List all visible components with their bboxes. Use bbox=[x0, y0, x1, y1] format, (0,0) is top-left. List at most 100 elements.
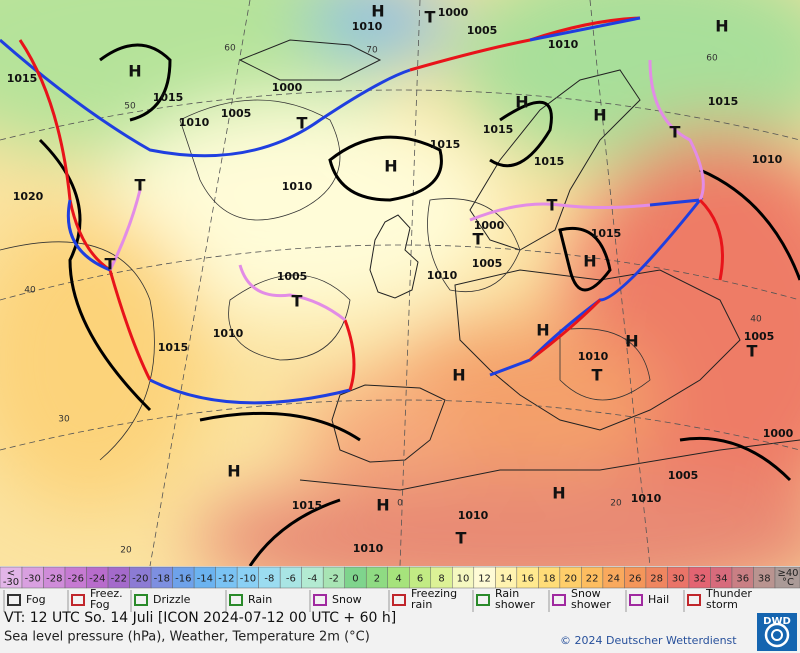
scale-label: 28 bbox=[650, 574, 663, 585]
legend-label: Drizzle bbox=[153, 593, 191, 606]
legend-label: rain bbox=[411, 598, 432, 611]
graticule-label: 60 bbox=[706, 54, 718, 64]
pressure-center: H bbox=[515, 93, 528, 112]
pressure-center: T bbox=[292, 292, 303, 311]
pressure-center: H bbox=[376, 496, 389, 515]
map bbox=[0, 0, 800, 566]
scale-high-cell bbox=[774, 566, 800, 589]
scale-label: -20 bbox=[132, 574, 148, 585]
graticule-label: 70 bbox=[366, 46, 378, 56]
legend-label: Rain bbox=[248, 593, 272, 606]
description: Sea level pressure (hPa), Weather, Tempe… bbox=[4, 630, 370, 645]
legend-symbol bbox=[134, 594, 148, 606]
graticule bbox=[0, 0, 800, 566]
isobar-label: 1015 bbox=[292, 499, 323, 512]
isobar-label: 1015 bbox=[591, 227, 622, 240]
pressure-center: T bbox=[105, 255, 116, 274]
scale-high-label: ≥40 bbox=[777, 568, 798, 579]
legend-symbol bbox=[229, 594, 243, 606]
legend-label: Fog bbox=[26, 593, 46, 606]
isobar-label: 1000 bbox=[763, 427, 794, 440]
isobar-label: 1020 bbox=[13, 190, 44, 203]
scale-label: 26 bbox=[629, 574, 642, 585]
legend-label: storm bbox=[706, 598, 738, 611]
legend-symbol bbox=[392, 594, 406, 606]
isobar-label: 1005 bbox=[472, 257, 503, 270]
isobar-label: 1010 bbox=[578, 350, 609, 363]
isobar-label: 1010 bbox=[427, 269, 458, 282]
fronts bbox=[0, 16, 724, 405]
scale-low-label: < bbox=[7, 568, 15, 579]
legend-symbol bbox=[476, 594, 490, 606]
isobar-label: 1010 bbox=[352, 20, 383, 33]
scale-label: 2 bbox=[374, 574, 380, 585]
scale-label: -4 bbox=[307, 574, 317, 585]
legend-symbol bbox=[552, 594, 566, 606]
scale-label: -2 bbox=[329, 574, 339, 585]
scale-label: 8 bbox=[438, 574, 444, 585]
scale-label: 22 bbox=[586, 574, 599, 585]
isobar-label: 1005 bbox=[467, 24, 498, 37]
pressure-center: T bbox=[473, 230, 484, 249]
thick-isobars bbox=[38, 43, 800, 566]
scale-label: -26 bbox=[68, 574, 84, 585]
isobar-label: 1005 bbox=[221, 107, 252, 120]
pressure-center: T bbox=[425, 8, 436, 27]
scale-label: -30 bbox=[25, 574, 41, 585]
legend-symbol bbox=[687, 594, 701, 606]
scale-label: -22 bbox=[111, 574, 127, 585]
pressure-center: H bbox=[715, 17, 728, 36]
legend-label: Freezing bbox=[411, 587, 457, 600]
pressure-center: H bbox=[536, 321, 549, 340]
scale-label: 24 bbox=[607, 574, 620, 585]
legend-label: Freez. bbox=[90, 587, 123, 600]
scale-label: 34 bbox=[715, 574, 728, 585]
isobar-label: 1010 bbox=[282, 180, 313, 193]
isobar-label: 1010 bbox=[458, 509, 489, 522]
legend-label: Hail bbox=[648, 593, 669, 606]
isobar-label: 1010 bbox=[752, 153, 783, 166]
pressure-center: H bbox=[227, 462, 240, 481]
pressure-center: T bbox=[135, 176, 146, 195]
isobar-label: 1015 bbox=[158, 341, 189, 354]
scale-label: -28 bbox=[46, 574, 62, 585]
pressure-center: H bbox=[384, 157, 397, 176]
pressure-center: T bbox=[592, 366, 603, 385]
scale-label: -24 bbox=[89, 574, 105, 585]
scale-label: 14 bbox=[500, 574, 513, 585]
pressure-center: T bbox=[547, 196, 558, 215]
scale-label: -6 bbox=[286, 574, 296, 585]
graticule-label: 50 bbox=[124, 102, 136, 112]
thin-isobars bbox=[0, 99, 651, 461]
scale-label: -14 bbox=[197, 574, 213, 585]
isobar-label: 1010 bbox=[548, 38, 579, 51]
valid-time: VT: 12 UTC So. 14 Juli [ICON 2024-07-12 … bbox=[4, 610, 396, 626]
scale-label: 36 bbox=[736, 574, 749, 585]
scale-label: 16 bbox=[521, 574, 534, 585]
legend-symbol bbox=[71, 594, 85, 606]
legend-label: Snow bbox=[571, 587, 601, 600]
graticule-label: 60 bbox=[224, 44, 236, 54]
legend-label: Rain bbox=[495, 587, 519, 600]
scale-label: 20 bbox=[564, 574, 577, 585]
isobar-label: 1000 bbox=[474, 219, 505, 232]
isobar-label: 1005 bbox=[744, 330, 775, 343]
isobar-label: 1005 bbox=[668, 469, 699, 482]
scale-label: 10 bbox=[457, 574, 470, 585]
scale-label: 30 bbox=[672, 574, 685, 585]
isobar-label: 1010 bbox=[179, 116, 210, 129]
scale-label: -8 bbox=[264, 574, 274, 585]
legend-symbol bbox=[313, 594, 327, 606]
scale-label: -12 bbox=[218, 574, 234, 585]
isobar-label: 1015 bbox=[534, 155, 565, 168]
pressure-center: H bbox=[583, 252, 596, 271]
graticule-label: 0 bbox=[397, 499, 403, 509]
scale-label: 18 bbox=[543, 574, 556, 585]
legend-label: Snow bbox=[332, 593, 362, 606]
pressure-center: H bbox=[371, 2, 384, 21]
scale-label: -10 bbox=[240, 574, 256, 585]
scale-label: 6 bbox=[417, 574, 423, 585]
logo-text: DWD bbox=[763, 616, 791, 627]
pressure-center: H bbox=[128, 62, 141, 81]
